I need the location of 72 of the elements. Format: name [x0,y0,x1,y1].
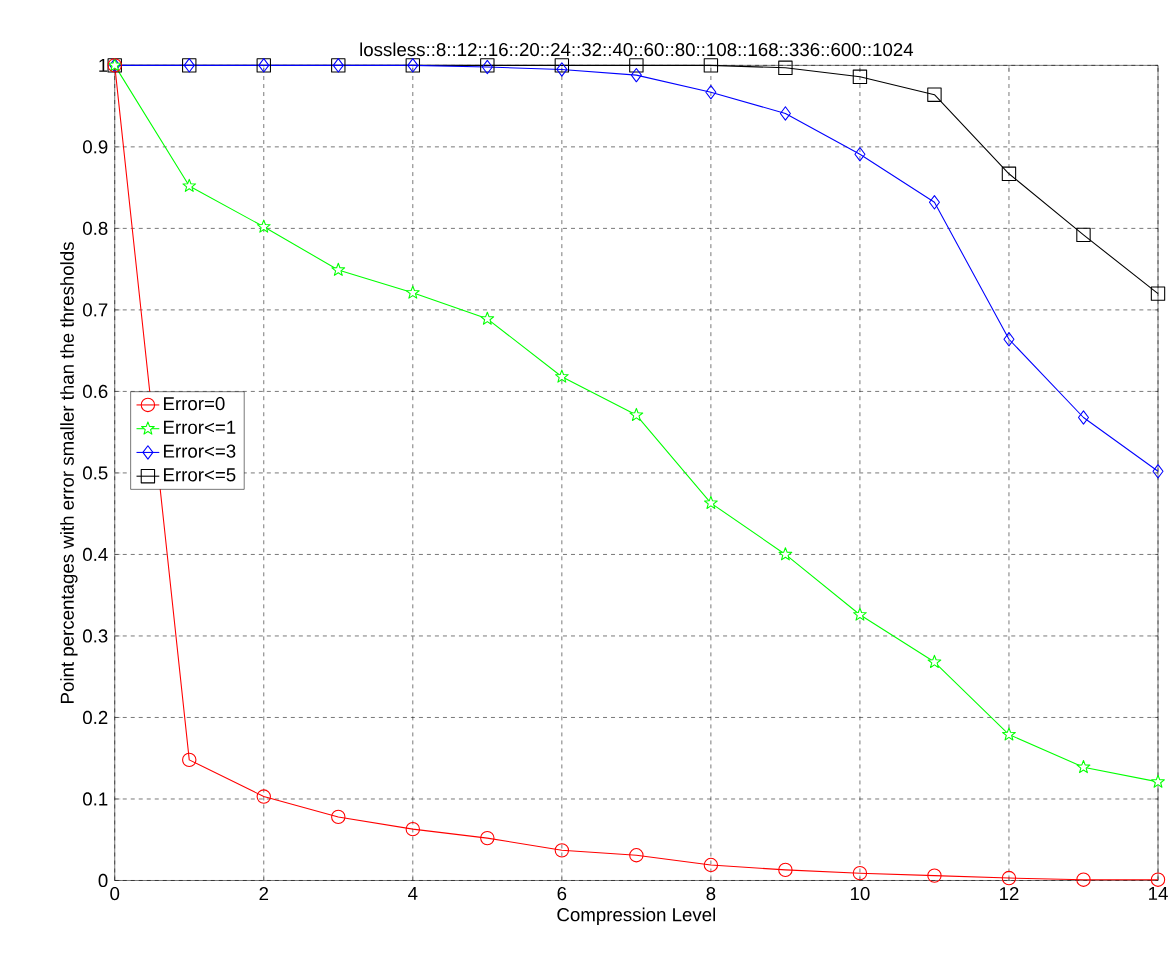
y-tick-label: 1 [99,59,108,72]
y-tick-label: 0.1 [83,792,108,806]
y-tick-label: 0.7 [83,303,108,317]
point [1151,774,1165,789]
y-tick-label: 0.5 [83,466,108,480]
point [1003,332,1015,347]
y-tick-label: 0.8 [83,221,108,236]
x-tick-label: 2 [259,887,269,901]
point [405,822,421,837]
point [1150,286,1166,302]
x-tick-label: 8 [706,887,716,901]
point [854,147,866,162]
point [927,655,942,669]
point [629,58,644,73]
point [703,58,719,73]
point [554,58,570,73]
x-tick-label: 0 [110,887,120,901]
y-tick-label: 0.6 [83,385,108,399]
point [1001,166,1017,182]
x-tick-label: 4 [408,887,418,901]
legend-label: Error<=3 [164,444,236,458]
y-tick-label: 0 [98,874,108,888]
point [1076,872,1091,888]
point [331,809,346,825]
point [927,87,942,103]
point [704,496,718,510]
point [778,60,793,76]
x-tick-label: 14 [1149,887,1168,901]
point [256,219,271,233]
point [779,106,791,121]
point [778,862,793,878]
x-axis-title: Compression Level [557,907,716,926]
y-tick-label: 0.2 [83,711,108,725]
y-tick-label: 0.9 [83,140,108,154]
x-tick-label: 6 [557,887,567,901]
point [853,607,867,621]
point [480,831,495,846]
y-tick-label: 0.3 [83,629,108,643]
point [405,285,420,299]
point [182,752,197,768]
point [629,848,644,863]
point [927,868,942,884]
point [928,195,940,210]
point [778,547,793,561]
legend-label: Error=0 [164,397,225,411]
x-tick-label: 12 [1000,887,1019,901]
point [1077,410,1090,425]
point [703,858,719,873]
y-tick-label: 0.4 [83,548,108,562]
point [1076,227,1091,243]
point [1076,760,1091,774]
point [852,866,868,881]
point [554,843,570,858]
point [554,369,569,383]
point [182,179,197,193]
point [1001,871,1017,886]
point [1152,464,1164,479]
point [629,408,644,422]
legend-label: Error<=1 [164,421,236,435]
point [480,311,495,326]
point [852,69,868,85]
y-axis-title: Point percentages with error smaller than the thresholds [60,242,78,704]
point [256,789,271,804]
point [331,262,346,277]
legend-label: Error<=5 [164,468,236,482]
point [1150,872,1166,888]
chart-title: lossless::8::12::16::20::24::32::40::60::80::108::168::336::600::1024 [360,42,914,57]
x-tick-label: 10 [850,887,870,901]
point [556,62,568,77]
point [630,68,642,83]
point [1002,727,1016,741]
point [705,85,717,100]
